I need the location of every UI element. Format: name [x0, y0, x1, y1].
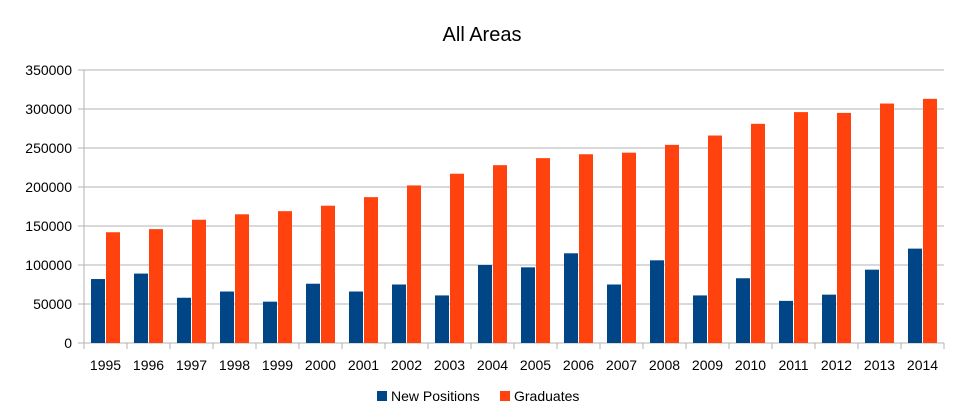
- bar-new-positions: [908, 248, 922, 343]
- bar-new-positions: [865, 269, 879, 343]
- x-tick-label: 2008: [649, 357, 680, 373]
- bar-new-positions: [220, 291, 234, 343]
- y-tick-label: 200000: [25, 179, 72, 195]
- bar-new-positions: [134, 273, 148, 343]
- y-axis-ticks: 0 50000 100000 150000 200000 250000 300000 3500…: [25, 62, 72, 351]
- y-tick-label: 50000: [33, 296, 72, 312]
- bar-graduates: [794, 112, 808, 344]
- bar-new-positions: [392, 284, 406, 343]
- x-tick-label: 2006: [563, 357, 594, 373]
- x-tick-label: 1997: [176, 357, 207, 373]
- bar-graduates: [149, 229, 163, 343]
- bar-graduates: [235, 214, 249, 343]
- bar-graduates: [321, 205, 335, 343]
- bar-new-positions: [306, 283, 320, 343]
- x-tick-label: 2004: [477, 357, 508, 373]
- bar-graduates: [106, 232, 120, 343]
- x-tick-label: 2009: [692, 357, 723, 373]
- bar-graduates: [536, 158, 550, 343]
- bar-graduates: [278, 211, 292, 343]
- y-tick-label: 100000: [25, 257, 72, 273]
- x-tick-label: 2005: [520, 357, 551, 373]
- legend-swatch: [500, 391, 510, 401]
- bar-new-positions: [177, 297, 191, 343]
- chart-title: All Areas: [443, 24, 522, 46]
- legend-label: New Positions: [391, 388, 480, 404]
- x-tick-label: 2002: [391, 357, 422, 373]
- bars: [91, 98, 937, 344]
- bar-graduates: [493, 165, 507, 343]
- x-tick-label: 2011: [778, 357, 808, 373]
- bar-graduates: [407, 185, 421, 343]
- bar-graduates: [579, 154, 593, 343]
- x-axis-ticks: 1995 1996 1997 1998 1999 2000 2001 2002 2003 2004…: [90, 357, 938, 373]
- bar-new-positions: [607, 284, 621, 343]
- y-tick-label: 0: [64, 335, 72, 351]
- x-tick-label: 1999: [262, 357, 293, 373]
- bar-new-positions: [736, 278, 750, 343]
- legend-label: Graduates: [514, 388, 579, 404]
- x-tick-label: 2012: [821, 357, 852, 373]
- bar-graduates: [665, 144, 679, 343]
- bar-graduates: [622, 152, 636, 343]
- bar-new-positions: [564, 253, 578, 343]
- x-tick-label: 2007: [606, 357, 637, 373]
- bar-graduates: [450, 173, 464, 343]
- x-tick-label: 2001: [348, 357, 379, 373]
- bar-new-positions: [263, 301, 277, 343]
- bar-graduates: [923, 98, 937, 343]
- x-tick-label: 1996: [133, 357, 164, 373]
- bar-new-positions: [349, 291, 363, 343]
- y-tick-label: 250000: [25, 140, 72, 156]
- x-tick-label: 1995: [90, 357, 121, 373]
- x-tick-label: 2010: [735, 357, 766, 373]
- bar-new-positions: [693, 295, 707, 343]
- bar-new-positions: [435, 295, 449, 343]
- legend-swatch: [377, 391, 387, 401]
- legend: New Positions Graduates: [377, 388, 579, 404]
- bar-graduates: [751, 123, 765, 343]
- bar-new-positions: [91, 279, 105, 343]
- bar-new-positions: [650, 260, 664, 343]
- y-tick-label: 150000: [25, 218, 72, 234]
- x-tick-label: 2000: [305, 357, 336, 373]
- bar-graduates: [708, 135, 722, 343]
- bar-graduates: [837, 112, 851, 344]
- bar-new-positions: [521, 267, 535, 343]
- x-tick-label: 2014: [907, 357, 938, 373]
- bar-graduates: [192, 219, 206, 343]
- bar-new-positions: [779, 300, 793, 343]
- y-tick-label: 350000: [25, 62, 72, 78]
- bar-new-positions: [822, 294, 836, 343]
- bar-new-positions: [478, 265, 492, 343]
- bar-graduates: [880, 103, 894, 343]
- bar-graduates: [364, 197, 378, 343]
- grid-lines: [78, 69, 945, 349]
- x-tick-label: 2003: [434, 357, 465, 373]
- x-tick-label: 2013: [864, 357, 895, 373]
- y-tick-label: 300000: [25, 101, 72, 117]
- x-tick-label: 1998: [219, 357, 250, 373]
